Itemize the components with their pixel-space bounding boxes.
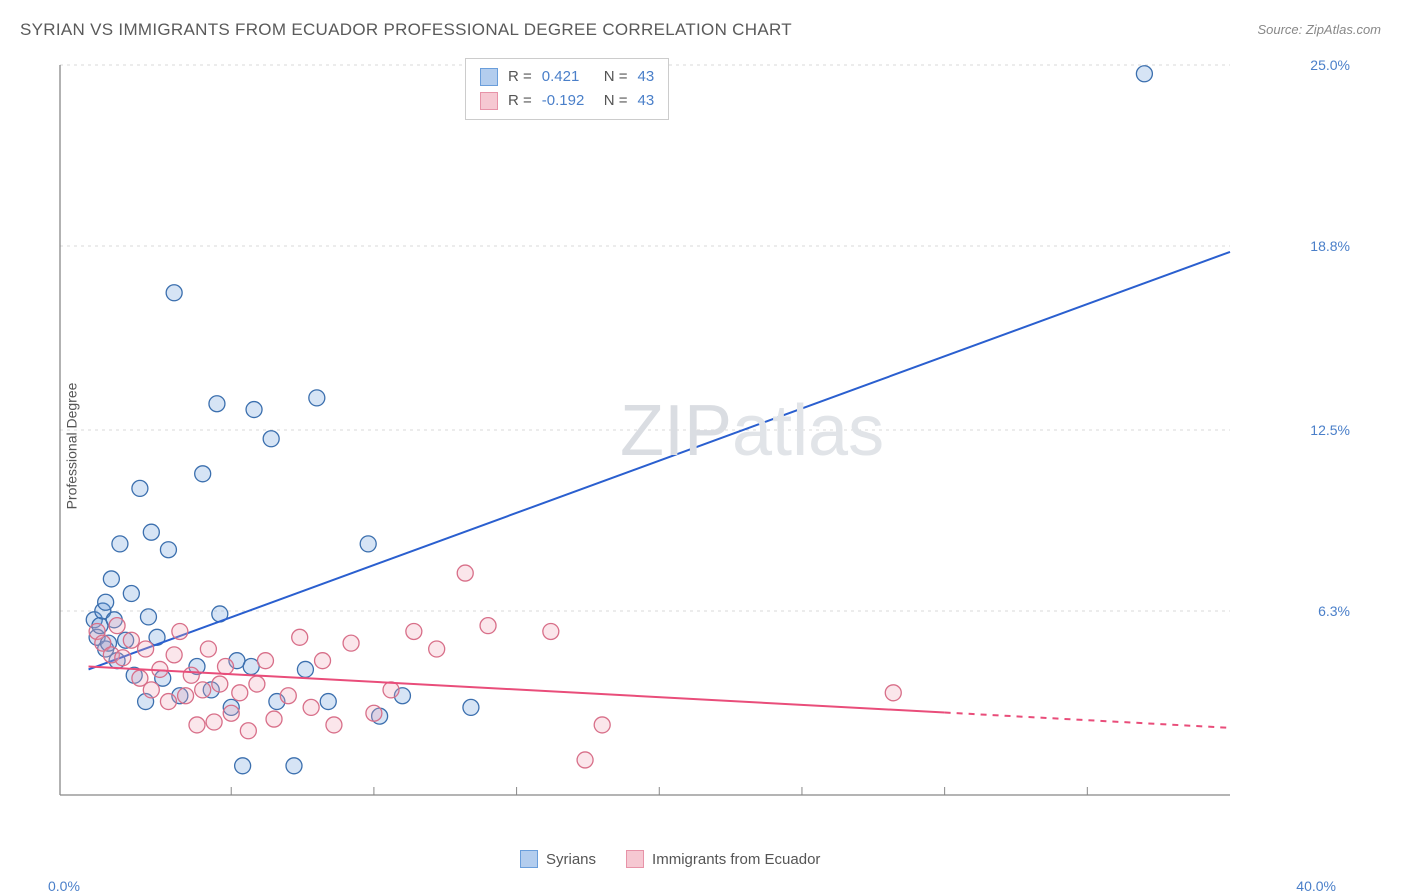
y-tick-label: 6.3% <box>1318 603 1350 619</box>
legend-item-1: Syrians <box>520 850 596 868</box>
stat-n-label-1: N = <box>604 65 628 89</box>
y-tick-label: 12.5% <box>1310 422 1350 438</box>
legend-swatch-1 <box>520 850 538 868</box>
y-tick-label: 25.0% <box>1310 57 1350 73</box>
stats-row-1: R = 0.421 N = 43 <box>480 65 654 89</box>
stat-n-value-1: 43 <box>638 65 655 89</box>
stat-r-label-1: R = <box>508 65 532 89</box>
swatch-series-2 <box>480 92 498 110</box>
legend-item-2: Immigrants from Ecuador <box>626 850 820 868</box>
y-tick-label: 18.8% <box>1310 238 1350 254</box>
stat-r-value-1: 0.421 <box>542 65 594 89</box>
swatch-series-1 <box>480 68 498 86</box>
legend: Syrians Immigrants from Ecuador <box>520 850 820 868</box>
stats-row-2: R = -0.192 N = 43 <box>480 89 654 113</box>
chart-title: SYRIAN VS IMMIGRANTS FROM ECUADOR PROFES… <box>20 20 792 40</box>
scatter-plot-svg <box>50 55 1300 825</box>
stat-n-value-2: 43 <box>638 89 655 113</box>
stat-r-value-2: -0.192 <box>542 89 594 113</box>
source-attribution: Source: ZipAtlas.com <box>1257 22 1381 37</box>
legend-label-1: Syrians <box>546 851 596 868</box>
correlation-stats-box: R = 0.421 N = 43 R = -0.192 N = 43 <box>465 58 669 120</box>
legend-swatch-2 <box>626 850 644 868</box>
stat-r-label-2: R = <box>508 89 532 113</box>
stat-n-label-2: N = <box>604 89 628 113</box>
chart-plot-area: 25.0%18.8%12.5%6.3% <box>50 55 1300 825</box>
legend-label-2: Immigrants from Ecuador <box>652 851 820 868</box>
